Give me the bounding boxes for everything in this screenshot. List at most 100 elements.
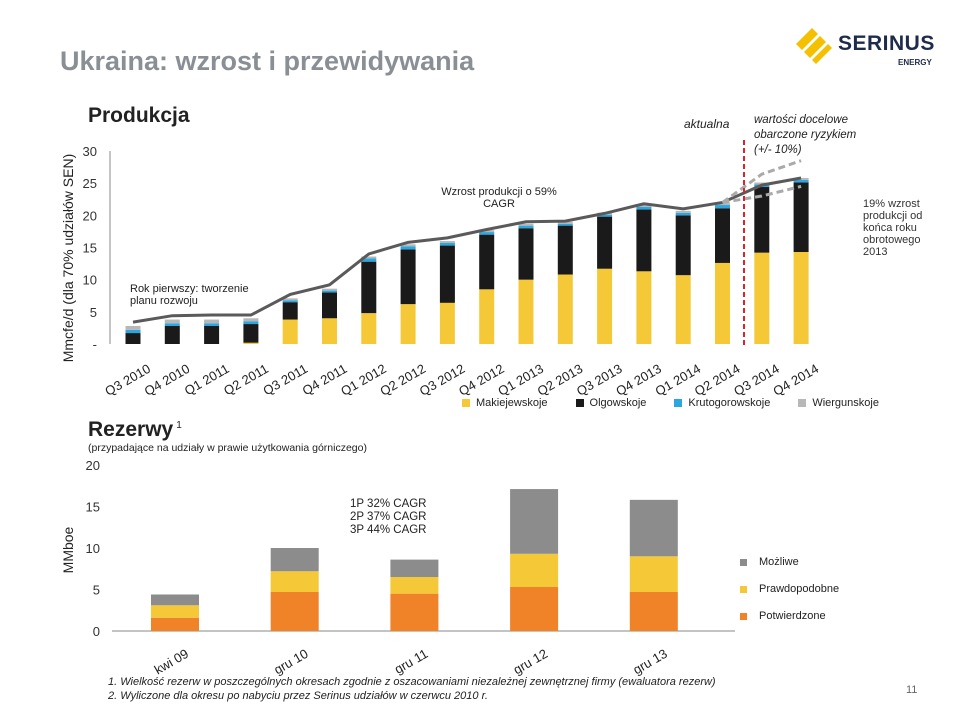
legend-label: Olgowskoje: [589, 397, 647, 409]
x-tick-label: gru 11: [392, 646, 431, 677]
bar-segment-krutogorowskoje: [636, 206, 652, 210]
cagr-3p: 3P 44% CAGR: [350, 524, 427, 536]
y-tick-label: 15: [83, 241, 97, 256]
legend-swatch: [674, 399, 683, 407]
reserves-legend: Możliwe Prawdopodobne Potwierdzone: [740, 556, 839, 622]
bar-segment-wiergunskoje: [754, 182, 770, 185]
bar-segment-olgowskoje: [164, 325, 180, 344]
logo-text: SERINUS: [838, 32, 935, 55]
cagr-2p: 2P 37% CAGR: [350, 511, 427, 523]
bar-segment-olgowskoje: [479, 234, 495, 290]
y-tick-label: 20: [86, 458, 100, 473]
bar-segment-wiergunskoje: [282, 298, 298, 301]
bar-segment-wiergunskoje: [439, 241, 455, 243]
bar-segment-wiergunskoje: [636, 205, 652, 207]
bar-segment-1: [390, 577, 439, 594]
legend-item-potwierdzone: Potwierdzone: [740, 610, 839, 622]
bar-segment-olgowskoje: [125, 333, 141, 344]
bar-segment-olgowskoje: [793, 182, 809, 253]
reserves-heading-text: Rezerwy: [88, 418, 174, 441]
reserves-cagr-annotation: 1P 32% CAGR 2P 37% CAGR 3P 44% CAGR: [350, 498, 427, 537]
y-tick-label: -: [93, 337, 97, 352]
bar-segment-1: [151, 605, 199, 618]
production-trend-line: [132, 176, 802, 324]
bar-segment-olgowskoje: [754, 187, 770, 253]
target-low-line: [722, 184, 802, 204]
bar-segment-krutogorowskoje: [125, 329, 141, 334]
x-tick-label: gru 10: [271, 646, 310, 677]
bar-segment-1: [270, 571, 319, 592]
bar-segment-krutogorowskoje: [164, 323, 180, 326]
legend-label: Prawdopodobne: [759, 583, 840, 595]
y-tick-label: 25: [83, 176, 97, 191]
legend-swatch: [740, 558, 747, 566]
bar-segment-olgowskoje: [518, 228, 534, 280]
bar-segment-makiejewskoje: [715, 262, 730, 344]
legend-item-prawdopodobne: Prawdopodobne: [740, 583, 839, 595]
target-label: wartości docelowe obarczone ryzykiem (+/…: [754, 114, 857, 156]
bar-segment-makiejewskoje: [243, 342, 259, 344]
legend-label: Potwierdzone: [759, 610, 826, 622]
bar-segment-olgowskoje: [597, 216, 613, 269]
legend-item-olgowskoje: Olgowskoje: [575, 397, 647, 409]
logo-mark-icon: [796, 28, 832, 64]
bar-segment-krutogorowskoje: [282, 300, 298, 303]
bar-segment-0: [270, 591, 319, 631]
bar-segment-wiergunskoje: [715, 203, 730, 206]
bar-segment-wiergunskoje: [361, 256, 377, 259]
bar-segment-olgowskoje: [282, 302, 298, 320]
bar-segment-makiejewskoje: [675, 275, 691, 344]
footnote-1: 1. Wielkość rezerw w poszczególnych okre…: [108, 676, 716, 688]
bar-segment-olgowskoje: [204, 325, 220, 344]
bar-segment-makiejewskoje: [597, 268, 613, 344]
bar-segment-0: [390, 593, 439, 631]
bar-segment-0: [629, 591, 678, 631]
legend-swatch: [740, 585, 747, 593]
bar-segment-olgowskoje: [636, 209, 652, 272]
first-year-annotation: Rok pierwszy: tworzenie planu rozwoju: [130, 283, 249, 307]
page-title: Ukraina: wzrost i przewidywania: [60, 46, 475, 76]
bar-segment-krutogorowskoje: [400, 246, 416, 250]
bar-segment-2: [510, 489, 559, 554]
legend-item-krutogorowskoje: Krutogorowskoje: [674, 397, 770, 409]
x-tick-label: gru 13: [630, 646, 669, 677]
y-axis-label: Mmcfe/d (dla 70% udziałów SEN): [60, 154, 76, 363]
bar-segment-2: [270, 548, 319, 572]
company-logo: SERINUS ENERGY: [790, 22, 940, 70]
legend-item-mozliwe: Możliwe: [740, 556, 839, 568]
bar-segment-2: [390, 559, 439, 578]
reserves-heading: Rezerwy 1: [88, 418, 182, 442]
cagr-1p: 1P 32% CAGR: [350, 498, 427, 510]
bar-segment-krutogorowskoje: [439, 242, 455, 246]
bar-segment-wiergunskoje: [400, 244, 416, 247]
bar-segment-wiergunskoje: [204, 319, 220, 324]
bar-segment-olgowskoje: [557, 225, 573, 275]
x-tick-label: kwi 09: [152, 646, 191, 677]
bar-segment-makiejewskoje: [518, 279, 534, 344]
legend-item-wiergunskoje: Wiergunskoje: [798, 397, 879, 409]
production-heading: Produkcja: [88, 104, 190, 127]
bar-segment-wiergunskoje: [243, 318, 259, 322]
reserves-subheading: (przypadające na udziały w prawie użytko…: [88, 442, 367, 454]
bar-segment-makiejewskoje: [439, 302, 455, 344]
bar-segment-olgowskoje: [675, 215, 691, 276]
bar-segment-olgowskoje: [715, 208, 730, 263]
bar-segment-olgowskoje: [322, 292, 337, 319]
legend-label: Krutogorowskoje: [688, 397, 771, 409]
bar-segment-wiergunskoje: [164, 319, 180, 324]
bar-segment-wiergunskoje: [322, 288, 337, 291]
bar-segment-1: [629, 556, 678, 592]
bar-segment-wiergunskoje: [125, 325, 141, 330]
footnote-ref: 1: [176, 420, 182, 431]
legend-label: Wiergunskoje: [812, 397, 879, 409]
target-high-line: [721, 159, 802, 204]
bar-segment-krutogorowskoje: [322, 290, 337, 293]
bar-segment-krutogorowskoje: [675, 212, 691, 216]
legend-swatch: [798, 399, 807, 407]
bar-segment-2: [629, 499, 678, 557]
bar-segment-0: [151, 617, 199, 631]
bar-segment-wiergunskoje: [557, 221, 573, 224]
bar-segment-olgowskoje: [439, 245, 455, 303]
legend-item-makiejewskoje: Makiejewskoje: [462, 397, 548, 409]
